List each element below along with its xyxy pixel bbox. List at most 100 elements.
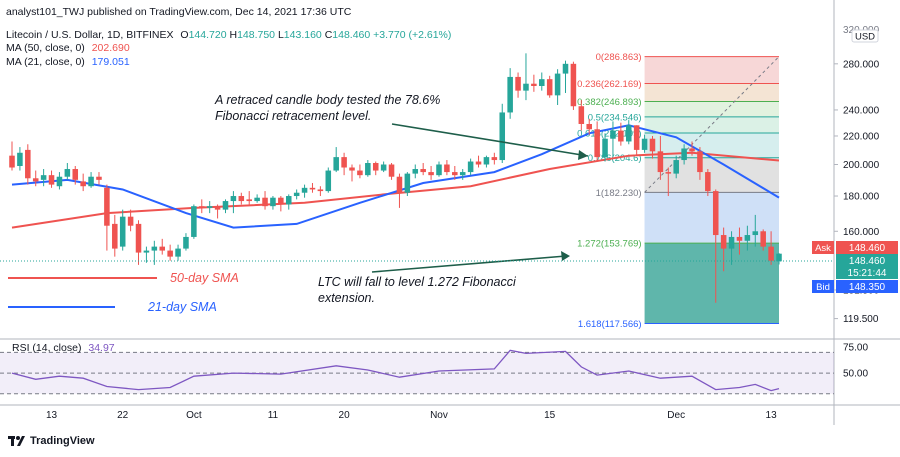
candle-body [254, 197, 260, 202]
candle-body [56, 176, 63, 187]
candle-body [610, 130, 616, 139]
fib-level-label: 0.236(262.169) [577, 79, 641, 90]
ohlc-open-label: O [180, 29, 189, 41]
candle-body [341, 157, 347, 168]
ohlc-close-label: C [324, 29, 333, 41]
annotation-arrowhead-1272 [561, 251, 570, 261]
currency-button [851, 29, 879, 43]
candle-body [104, 187, 110, 226]
fib-level-label: 0.382(246.893) [577, 97, 641, 108]
rsi-line [11, 349, 780, 392]
bid-price-tag [836, 280, 898, 293]
candle-body [728, 236, 735, 249]
fib-zone [644, 101, 779, 117]
price-axis-tick-label: 280.000 [843, 59, 880, 70]
candle-body [293, 192, 300, 197]
candle-body [712, 191, 719, 236]
candle-body [720, 235, 727, 249]
candle-body [602, 138, 608, 158]
candle-body [531, 83, 537, 86]
currency-label: USD [855, 32, 875, 43]
candle-body [25, 149, 31, 179]
candle-body [349, 167, 355, 171]
time-axis-tick-label: 20 [339, 410, 351, 421]
time-axis-tick-label: 13 [46, 410, 58, 421]
candle-body [586, 123, 592, 130]
ma50-legend[interactable]: MA (50, close, 0) 202.690 [6, 42, 130, 54]
candle-body [119, 216, 126, 247]
last-price-tag [836, 254, 898, 279]
candle-body [412, 169, 419, 174]
fib-extension-box [644, 243, 779, 324]
bid-tag [812, 280, 834, 293]
candle-body [278, 197, 284, 205]
candle-body [167, 250, 173, 257]
fib-level-label: 0.5(234.546) [588, 112, 642, 123]
ohlc-open: 144.720 [188, 29, 227, 41]
annotation-arrow-1272 [371, 255, 567, 273]
price-axis-tick-label: 220.000 [843, 131, 880, 142]
candle-body [396, 176, 403, 193]
candle-body [191, 206, 197, 237]
candle-body [317, 189, 324, 192]
candle-body [72, 169, 79, 180]
time-axis-tick-label: Nov [430, 410, 448, 421]
candle-body [285, 196, 292, 205]
ask-price-tag [836, 241, 898, 254]
candle-body [539, 79, 545, 86]
price-axis-tick-label: 160.000 [843, 227, 880, 238]
fib-zone [644, 192, 779, 244]
ma21-legend[interactable]: MA (21, close, 0) 179.051 [6, 56, 130, 68]
annotation-arrowhead-78-6 [578, 150, 588, 160]
candle-body [372, 163, 379, 171]
candle-body [459, 172, 466, 176]
symbol-line: Litecoin / U.S. Dollar, 1D, BITFINEX [6, 29, 174, 41]
ma21-label: MA (21, close, 0) [6, 56, 85, 68]
candle-body [64, 169, 71, 177]
candle-body [594, 129, 600, 158]
ohlc-low: 143.160 [283, 29, 322, 41]
candle-body [380, 164, 387, 171]
candle-body [9, 155, 15, 168]
candle-body [301, 187, 308, 193]
candle-body [214, 206, 221, 210]
ohlc-high-label: H [229, 29, 238, 41]
tradingview-brand: TradingView [30, 435, 95, 447]
candle-body [554, 73, 561, 96]
annotation-1272-text-line2: extension. [318, 291, 375, 305]
ma21-line [11, 124, 780, 229]
ma50-label: MA (50, close, 0) [6, 42, 85, 54]
candle-body [768, 246, 774, 261]
price-axis-tick-label: 119.500 [843, 314, 879, 325]
candle-body [151, 246, 158, 251]
ma21-value: 179.051 [91, 56, 130, 68]
candle-body [665, 172, 672, 174]
candle-body [112, 223, 118, 249]
candle-body [673, 160, 679, 174]
candle-body [222, 201, 229, 210]
rsi-legend[interactable]: RSI (14, close) 34.97 [12, 342, 115, 354]
candle-body [199, 206, 205, 208]
candle-body [436, 164, 442, 176]
candle-body [752, 231, 759, 236]
fib-zone [644, 157, 779, 193]
candle-body [483, 157, 490, 165]
candle-body [135, 223, 142, 253]
candle-body [238, 196, 245, 202]
candle-body [697, 151, 703, 173]
candle-body [641, 138, 648, 150]
bar-countdown: 15:21:44 [848, 268, 887, 279]
ma50-value: 202.690 [91, 42, 130, 54]
fib-zone [644, 116, 779, 134]
annotation-1272-text-line1: LTC will fall to level 1.272 Fibonacci [318, 275, 517, 289]
candle-body [760, 231, 766, 247]
rsi-axis-tick-label: 50.00 [843, 369, 868, 380]
candle-body [96, 176, 102, 180]
candle-body [507, 76, 513, 113]
candle-body [183, 236, 189, 249]
tradingview-footer[interactable]: TradingView [8, 435, 95, 447]
candle-body [744, 235, 751, 241]
rsi-label: RSI (14, close) [12, 342, 82, 354]
symbol-legend[interactable]: Litecoin / U.S. Dollar, 1D, BITFINEX O14… [6, 29, 451, 41]
